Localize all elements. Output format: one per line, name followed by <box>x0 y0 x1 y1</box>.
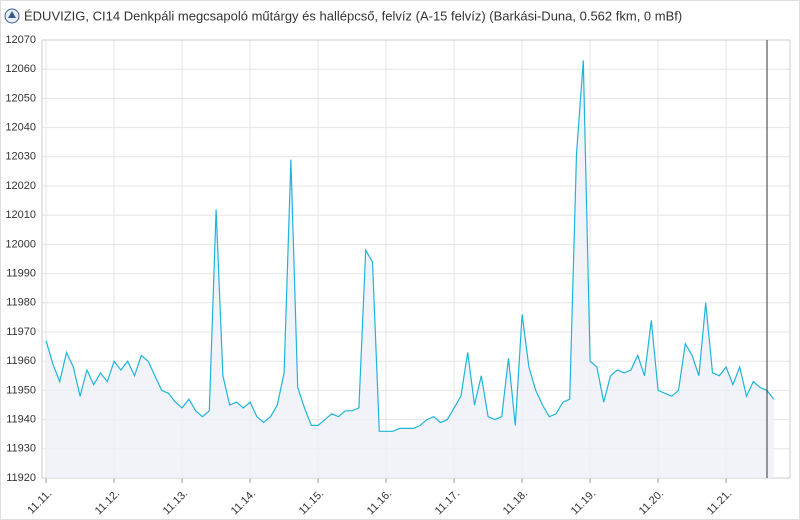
y-tick-label: 11940 <box>6 414 36 426</box>
line <box>45 60 775 432</box>
y-tick-label: 11920 <box>6 472 36 484</box>
y-tick-label: 12070 <box>5 34 36 46</box>
y-tick-label: 11970 <box>6 326 36 338</box>
y-tick-label: 11980 <box>6 297 36 309</box>
y-tick-label: 12000 <box>5 238 36 250</box>
y-tick-label: 12010 <box>5 209 36 221</box>
y-tick-label: 12040 <box>5 122 36 134</box>
logo <box>4 8 20 24</box>
y-tick-label: 12060 <box>5 63 36 75</box>
y-tick-label: 11960 <box>6 355 36 367</box>
y-tick-label: 12020 <box>5 180 36 192</box>
chart-title: ÉDUVIZIG, CI14 Denkpáli megcsapoló műtár… <box>24 8 682 23</box>
y-tick-label: 11930 <box>6 443 36 455</box>
area <box>46 60 774 479</box>
y-tick-label: 11950 <box>6 384 36 396</box>
y-tick-label: 12030 <box>5 151 36 163</box>
y-tick-label: 11990 <box>6 268 36 280</box>
y-tick-label: 12050 <box>5 92 36 104</box>
